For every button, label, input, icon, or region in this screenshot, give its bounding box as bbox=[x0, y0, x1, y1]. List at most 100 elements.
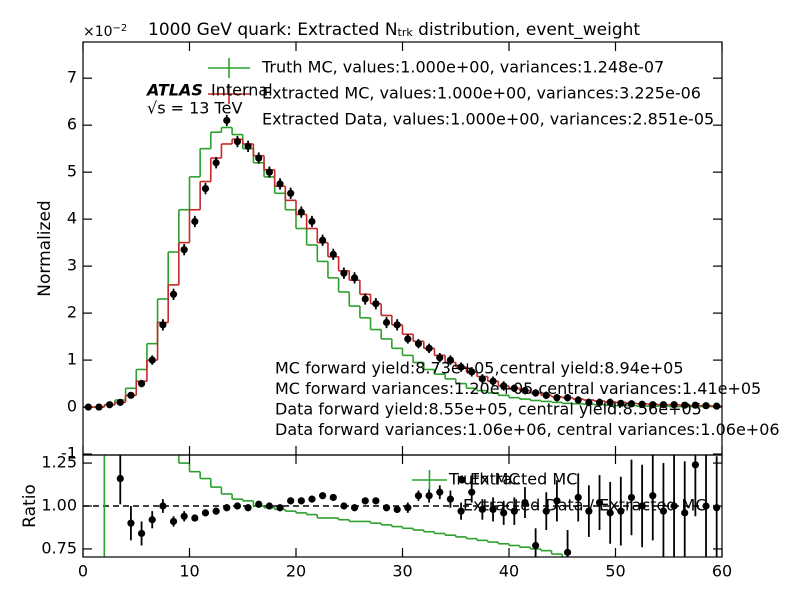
data-point bbox=[233, 502, 242, 510]
y-tick-label: 0 bbox=[67, 397, 77, 416]
data-point bbox=[148, 356, 156, 364]
data-point bbox=[649, 401, 657, 409]
data-point bbox=[223, 504, 231, 512]
plot-area bbox=[83, 455, 722, 557]
data-point bbox=[510, 384, 518, 392]
data-point bbox=[489, 505, 497, 514]
annotation: Data forward variances:1.06e+06, central… bbox=[275, 420, 780, 439]
data-point bbox=[500, 509, 508, 517]
data-point bbox=[649, 492, 657, 500]
data-point bbox=[585, 507, 593, 515]
data-point bbox=[404, 335, 412, 343]
data-point bbox=[116, 398, 124, 406]
data-point bbox=[265, 502, 273, 510]
data-point bbox=[340, 269, 348, 277]
data-point bbox=[382, 504, 391, 512]
data-point bbox=[297, 497, 305, 505]
chart-title: 1000 GeV quark: Extracted Ntrk distribut… bbox=[148, 20, 640, 40]
annotation: MC forward yield:8.73e+05,central yield:… bbox=[275, 359, 684, 378]
data-point bbox=[468, 488, 476, 496]
y-tick-label: 4 bbox=[67, 209, 77, 228]
title-part: distribution, event_weight bbox=[413, 20, 641, 40]
y-tick-label: 7 bbox=[67, 68, 77, 87]
data-point bbox=[638, 400, 646, 408]
data-point bbox=[670, 502, 678, 510]
data-point bbox=[404, 504, 412, 512]
x-tick-label: 0 bbox=[78, 562, 88, 581]
data-point bbox=[436, 488, 444, 496]
x-tick-label: 40 bbox=[499, 562, 519, 581]
data-point bbox=[372, 497, 380, 505]
annotation: Data forward yield:8.55e+05, central yie… bbox=[275, 400, 702, 419]
data-point bbox=[500, 382, 508, 390]
data-point bbox=[287, 189, 295, 197]
data-point bbox=[691, 401, 699, 409]
data-point bbox=[521, 387, 529, 395]
data-point bbox=[414, 492, 423, 500]
data-point bbox=[127, 519, 135, 527]
y-tick-label: 1 bbox=[67, 350, 77, 369]
data-point bbox=[308, 495, 316, 503]
legend-label: Extracted Data / Extracted MC bbox=[463, 496, 707, 515]
data-point bbox=[340, 502, 348, 510]
data-point bbox=[106, 401, 114, 409]
data-point bbox=[638, 502, 646, 510]
data-point bbox=[116, 474, 124, 483]
data-point bbox=[361, 295, 369, 303]
data-point bbox=[159, 502, 167, 510]
legend-label: Truth MC, values:1.000e+00, variances:1.… bbox=[261, 58, 664, 77]
legend-label: Truth MC bbox=[448, 470, 520, 489]
energy-label: √s = 13 TeV bbox=[147, 99, 242, 118]
data-point bbox=[574, 493, 582, 502]
experiment-label: ATLAS bbox=[145, 81, 203, 100]
data-point bbox=[510, 507, 518, 515]
data-point bbox=[212, 507, 220, 515]
data-point bbox=[329, 493, 337, 502]
multiplier-base: ×10 bbox=[83, 24, 113, 40]
data-point bbox=[212, 159, 220, 167]
data-point bbox=[457, 507, 465, 515]
data-point bbox=[308, 217, 316, 226]
y-tick-label: 1.00 bbox=[41, 496, 77, 515]
data-point bbox=[489, 377, 497, 385]
data-point bbox=[478, 505, 486, 514]
legend-label: Extracted MC, values:1.000e+00, variance… bbox=[262, 84, 701, 103]
legend-label: Extracted Data, values:1.000e+00, varian… bbox=[262, 110, 714, 129]
title-part: trk bbox=[398, 26, 414, 39]
data-point bbox=[659, 507, 668, 515]
data-point bbox=[382, 318, 391, 327]
data-point bbox=[681, 401, 689, 409]
data-point bbox=[627, 400, 636, 408]
data-point bbox=[553, 394, 561, 402]
y-tick-label: 5 bbox=[67, 162, 77, 181]
data-point bbox=[702, 402, 710, 410]
y-tick-label: 1.25 bbox=[41, 453, 77, 472]
data-point bbox=[681, 509, 689, 517]
data-point bbox=[553, 497, 561, 505]
data-point bbox=[287, 497, 295, 505]
data-point bbox=[436, 354, 444, 362]
legend-marker bbox=[458, 476, 466, 484]
data-point bbox=[446, 495, 455, 503]
data-point bbox=[606, 509, 614, 517]
data-point bbox=[319, 236, 327, 244]
data-point bbox=[713, 504, 721, 512]
data-point bbox=[233, 138, 242, 146]
y-multiplier: ×10−2 bbox=[83, 23, 127, 40]
data-point bbox=[169, 290, 178, 298]
status-label: Internal bbox=[211, 81, 273, 100]
data-point bbox=[276, 180, 284, 188]
data-point bbox=[457, 363, 465, 371]
data-point bbox=[713, 402, 721, 410]
data-point bbox=[617, 399, 625, 407]
data-point bbox=[414, 340, 423, 348]
data-point bbox=[244, 504, 252, 512]
data-point bbox=[329, 250, 337, 258]
data-point bbox=[446, 356, 455, 364]
multiplier-exponent: −2 bbox=[113, 23, 128, 34]
y-axis-label: Normalized bbox=[35, 200, 55, 296]
data-point bbox=[425, 344, 433, 352]
data-point bbox=[159, 321, 167, 329]
data-point bbox=[350, 504, 359, 512]
